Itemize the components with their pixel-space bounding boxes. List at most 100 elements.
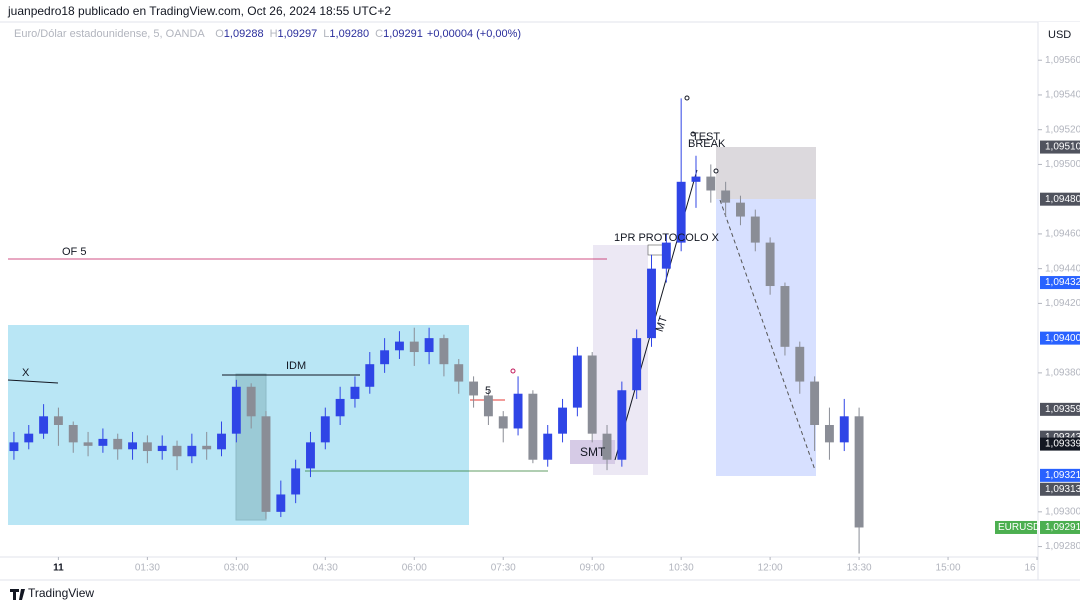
x-tick-label: 15:00: [936, 563, 961, 574]
symbol-tag-bg: [995, 520, 1037, 534]
price-label-bg: [1040, 402, 1080, 416]
x-tick-label: 06:00: [402, 563, 427, 574]
candle-body: [350, 386, 360, 399]
candle-body: [83, 442, 93, 446]
candle-body: [98, 438, 108, 446]
publish-header: juanpedro18 publicado en TradingView.com…: [7, 4, 391, 18]
logo: [10, 589, 25, 600]
candle-body: [39, 416, 49, 434]
candle-body: [706, 176, 716, 191]
marker: [713, 168, 719, 174]
candle-body: [128, 442, 137, 450]
candle-body: [587, 355, 597, 434]
candle-body: [113, 438, 123, 450]
candle-body: [498, 416, 508, 429]
x-tick-label: 13:30: [847, 563, 872, 574]
annotation: 5: [485, 385, 491, 397]
candle-body: [246, 386, 256, 417]
x-tick-label: 16: [1024, 563, 1036, 574]
candle-body: [780, 286, 790, 347]
candle-body: [142, 442, 152, 452]
candle-body: [172, 445, 182, 457]
candle-body: [53, 416, 63, 425]
candle-body: [335, 398, 345, 417]
candle-body: [721, 190, 731, 203]
projection-line: [719, 199, 816, 471]
candle-body: [394, 341, 404, 351]
x-tick-label: 11: [53, 563, 64, 574]
target-zone: [716, 199, 816, 476]
price-label: 1,09480: [1045, 194, 1080, 205]
candle-body: [647, 268, 656, 339]
price-label: 1,09510: [1045, 142, 1080, 153]
candle-body: [231, 386, 241, 434]
annotation: TEST: [692, 131, 720, 143]
candle-body: [854, 416, 864, 528]
candle-body: [736, 202, 745, 217]
x-tick-label: 01:30: [135, 563, 160, 574]
candle-body: [306, 442, 315, 469]
price-label-bg: [1040, 276, 1080, 290]
x-tick-label: 09:00: [580, 563, 605, 574]
legend-name: Euro/Dólar estadounidense, 5, OANDA: [14, 28, 205, 40]
candle-body: [365, 364, 375, 387]
candle-body: [558, 407, 567, 434]
candle-body: [795, 346, 805, 382]
legend-key: O: [215, 28, 224, 40]
y-tick-label: 1,09460: [1045, 229, 1080, 240]
candle-body: [839, 416, 849, 443]
candle-body: [750, 216, 760, 243]
stop-zone: [716, 147, 816, 199]
annotation: BREAK: [688, 138, 726, 150]
candle-body: [424, 338, 434, 353]
price-label-bg: [1040, 331, 1080, 345]
x-tick-label: 04:30: [313, 563, 338, 574]
y-tick-label: 1,09440: [1045, 263, 1080, 274]
x-tick-label: 12:00: [758, 563, 783, 574]
x-tick-label: 10:30: [669, 563, 694, 574]
candle-body: [24, 433, 34, 443]
y-tick-label: 1,09420: [1045, 298, 1080, 309]
legend-value: 1,09297: [278, 28, 318, 40]
marker: [690, 131, 696, 137]
legend-key: C: [375, 28, 383, 40]
price-label: 1,09291: [1045, 522, 1080, 533]
annotation: IDM: [286, 360, 306, 372]
candle-body: [68, 424, 78, 443]
marker: [510, 368, 516, 374]
price-label-bg: [1040, 437, 1080, 451]
candle-body: [217, 433, 226, 450]
candle-body: [810, 381, 820, 425]
candle-body: [157, 445, 167, 452]
candle-body: [765, 242, 775, 287]
candle-body: [483, 395, 493, 417]
legend-value: 1,09288: [224, 28, 264, 40]
legend-change: +0,00004 (+0,00%): [427, 28, 521, 40]
symbol-tag: EURUSD: [998, 522, 1040, 533]
legend-value: 1,09280: [329, 28, 369, 40]
candle-body: [320, 416, 330, 443]
price-label-bg: [1040, 520, 1080, 534]
annotation: SMT: [580, 445, 606, 459]
candle-body: [617, 390, 627, 460]
legend: Euro/Dólar estadounidense, 5, OANDA O1,0…: [14, 28, 521, 40]
candle-body: [291, 468, 301, 495]
candle-body: [454, 364, 464, 382]
y-tick-label: 1,09380: [1045, 368, 1080, 379]
candle-body: [276, 494, 286, 512]
price-label-bg: [1040, 140, 1080, 154]
x-tick-label: 03:00: [224, 563, 249, 574]
price-label: 1,09339: [1045, 439, 1080, 450]
legend-key: L: [323, 28, 329, 40]
legend-key: H: [270, 28, 278, 40]
price-label-bg: [1040, 482, 1080, 496]
currency: USD: [1048, 29, 1071, 41]
y-tick-label: 1,09500: [1045, 159, 1080, 170]
candle-body: [202, 445, 212, 450]
candle-body: [528, 393, 538, 460]
annotation: MT: [654, 314, 670, 333]
annotation: X: [22, 367, 30, 379]
candle-body: [380, 350, 390, 365]
candle-body: [543, 433, 553, 460]
